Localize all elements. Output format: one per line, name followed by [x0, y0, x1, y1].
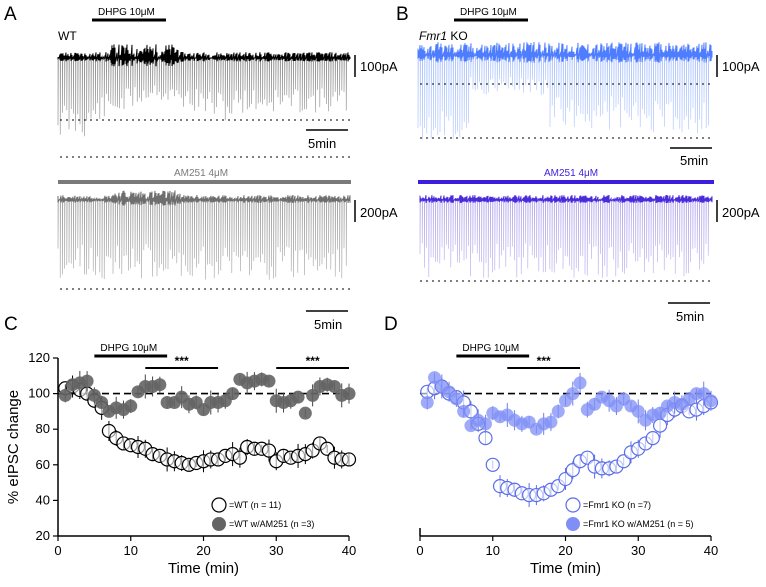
chart-c-point-filled: [291, 390, 305, 404]
wt-am251-trace: [57, 190, 351, 280]
wt-trace-top: [57, 44, 351, 137]
chart-c-x-tick-label: 0: [54, 543, 61, 558]
scale-label-5min-a2: 5min: [314, 317, 342, 332]
panel-c-label: C: [4, 314, 18, 335]
chart-d-dhpg-label: DHPG 10μM: [462, 343, 519, 354]
chart-d-point-open: [645, 431, 660, 446]
chart-d-x-tick-label: 30: [631, 543, 645, 558]
chart-c-point-filled: [327, 379, 341, 393]
chart-d-legend-label-1: =Fmr1 KO w/AM251 (n = 5): [583, 519, 694, 529]
chart-d-point-filled: [428, 371, 442, 385]
chart-d-x-tick-label: 20: [558, 543, 572, 558]
ko-label: Fmr1 KO: [419, 29, 468, 43]
chart-d-point-filled: [704, 394, 718, 408]
scale-label-200pA-b: 200pA: [722, 205, 760, 220]
chart-c-x-tick-label: 30: [269, 543, 283, 558]
wt-label: WT: [58, 29, 77, 43]
wt-am251-trace-baseline: [57, 190, 351, 206]
chart-d-legend-label-0: =Fmr1 KO (n =7): [583, 500, 651, 510]
am251-label-a: AM251 4μM: [174, 168, 228, 179]
chart-c-x-tick-label: 10: [124, 543, 138, 558]
chart-d-x-tick-label: 40: [704, 543, 718, 558]
chart-c-legend-marker-0: [211, 497, 227, 513]
chart-d: 0 10 20 30 40 Time (min) DHPG 10μM *** =Fmr1 KO …: [416, 343, 718, 577]
chart-c-y-tick-label: 120: [28, 350, 50, 365]
chart-d-sig-label-0: ***: [537, 354, 551, 368]
panel-b-label: B: [396, 4, 409, 25]
chart-d-point-filled: [631, 404, 645, 418]
wt-trace-top-events: [57, 57, 347, 137]
chart-c-point-filled: [226, 387, 240, 401]
chart-d-point-filled: [478, 417, 492, 431]
chart-c-point-filled: [58, 388, 72, 402]
chart-c-y-axis-label: % eIPSC change: [5, 390, 22, 504]
scale-label-200pA-a: 200pA: [360, 205, 398, 220]
am251-bar-b: [418, 180, 714, 184]
chart-c-x-axis-label: Time (min): [168, 560, 239, 577]
chart-c-sig-label-1: ***: [306, 354, 320, 368]
chart-d-x-axis-label: Time (min): [530, 560, 601, 577]
chart-d-point-filled: [551, 404, 565, 418]
ko-label-suffix: KO: [447, 29, 468, 43]
chart-d-point-filled: [544, 415, 558, 429]
scale-label-5min-b: 5min: [680, 153, 708, 168]
ko-label-gene: Fmr1: [419, 29, 447, 43]
chart-c-x-tick-label: 20: [196, 543, 210, 558]
chart-c-point-filled: [298, 406, 312, 420]
chart-c-y-tick-label: 40: [36, 492, 50, 507]
chart-c-legend-label-0: =WT (n = 11): [229, 500, 281, 510]
chart-c-y-tick-label: 100: [28, 386, 50, 401]
dhpg-label-b: DHPG 10μM: [460, 7, 517, 18]
chart-d-x-tick-label: 10: [486, 543, 500, 558]
chart-c-point-filled: [342, 387, 356, 401]
chart-c-dhpg-label: DHPG 10μM: [100, 343, 157, 354]
chart-c-point-filled: [153, 378, 167, 392]
chart-d-point-open: [478, 431, 493, 446]
chart-c-x-tick-label: 40: [342, 543, 356, 558]
chart-c-point-open: [232, 450, 247, 465]
ko-trace-top: [417, 42, 713, 140]
ko-am251-trace-baseline: [419, 194, 713, 204]
chart-c-point-filled: [124, 399, 138, 413]
ko-trace-top-events: [417, 54, 710, 140]
chart-c-legend-marker-1: [212, 517, 226, 531]
scale-label-100pA-b: 100pA: [722, 59, 760, 74]
ko-am251-trace-events: [419, 199, 709, 278]
chart-d-legend-marker-1: [566, 517, 580, 531]
am251-label-b: AM251 4μM: [544, 168, 598, 179]
ko-am251-trace: [419, 194, 713, 278]
chart-d-point-filled: [420, 396, 434, 409]
chart-c: 0 10 20 30 40 Time (min) 20 40 60 80 100 120 % eIPSC…: [5, 343, 356, 577]
chart-d-point-filled: [449, 392, 463, 406]
chart-d-x-tick-label: 0: [416, 543, 423, 558]
chart-c-legend-label-1: =WT w/AM251 (n =3): [229, 519, 314, 529]
chart-c-sig-label-0: ***: [175, 354, 189, 368]
chart-c-y-tick-label: 20: [36, 528, 50, 543]
chart-c-point-open: [261, 443, 277, 458]
chart-d-point-filled: [573, 376, 587, 390]
panel-d-label: D: [384, 314, 398, 335]
chart-c-point-filled: [80, 374, 94, 388]
chart-c-point-filled: [306, 388, 320, 402]
panel-a-label: A: [4, 4, 17, 25]
wt-trace-top-baseline: [57, 44, 351, 67]
chart-d-point-open: [485, 457, 500, 472]
dhpg-label-a: DHPG 10μM: [98, 7, 155, 18]
chart-c-y-tick-label: 60: [36, 457, 50, 472]
chart-c-point-open: [341, 452, 357, 467]
chart-d-legend-marker-0: [565, 497, 581, 513]
chart-c-y-tick-label: 80: [36, 421, 50, 436]
scale-label-100pA-a: 100pA: [360, 59, 398, 74]
scale-label-5min-b2: 5min: [676, 309, 704, 324]
chart-d-point-filled: [457, 404, 471, 418]
chart-c-point-filled: [262, 374, 276, 388]
chart-d-point-filled: [566, 387, 580, 401]
ko-trace-top-baseline: [417, 42, 713, 63]
am251-bar-a: [58, 180, 351, 184]
scale-label-5min-a: 5min: [308, 136, 336, 151]
chart-c-point-filled: [95, 396, 109, 409]
wt-am251-trace-events: [57, 199, 347, 280]
